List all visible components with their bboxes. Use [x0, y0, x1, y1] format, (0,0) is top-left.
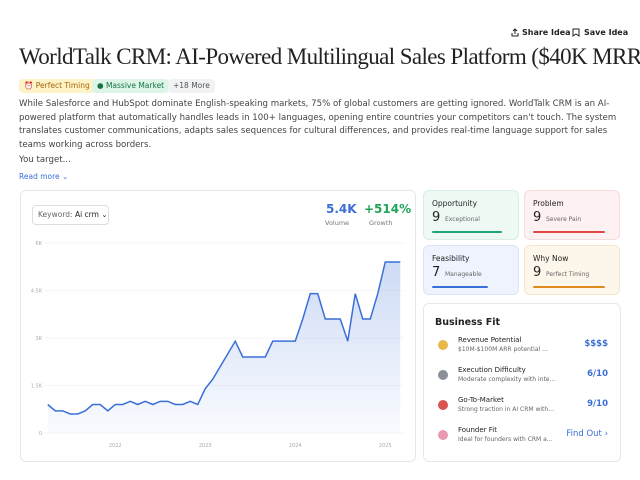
title: WorldTalk CRM: AI-Powered Multilingual S…: [19, 44, 640, 69]
score-bar: [533, 286, 605, 288]
score: 7: [432, 265, 441, 280]
tag[interactable]: ● Massive Market: [92, 79, 170, 93]
fit-row: Execution Difficulty Moderate complexity …: [424, 365, 620, 393]
volume-label: Volume: [325, 219, 350, 227]
share-icon: [511, 28, 519, 37]
line: [47, 261, 401, 415]
business-fit-title: Business Fit: [435, 317, 501, 328]
tag-text: Perfect Timing: [35, 81, 90, 90]
tag[interactable]: +18 More: [168, 79, 215, 93]
fit-row: Revenue Potential $10M-$100M ARR potentia…: [424, 335, 620, 363]
x-tick-label: 2025: [379, 443, 392, 449]
save-icon: [572, 28, 580, 37]
y-tick-label: 4.5K: [31, 289, 43, 295]
score: 9: [533, 265, 542, 280]
keyword-label: Keyword:: [38, 210, 73, 219]
fit-title: Revenue Potential: [458, 336, 522, 344]
fit-value: $$$$: [584, 339, 608, 349]
growth-label: Growth: [369, 219, 393, 227]
score-note: Manageable: [445, 271, 482, 278]
score-label: Opportunity: [432, 199, 478, 208]
growth: +514%: [364, 202, 412, 216]
trend-chart: 0 1.5K 3K 4.5K 6K 2022 2023 2024 2025: [31, 241, 404, 449]
x-tick-label: 2023: [199, 443, 212, 449]
description: While Salesforce and HubSpot dominate En…: [19, 99, 617, 150]
score-bar: [533, 231, 605, 233]
x-tick-label: 2024: [289, 443, 302, 449]
fit-row: Go-To-Market Strong traction in AI CRM wi…: [424, 395, 620, 423]
read-more-text: Read more: [19, 172, 60, 181]
score-bar: [432, 231, 502, 233]
score-card: Opportunity 9 Exceptional: [423, 190, 519, 240]
keyword: Ai crm: [74, 210, 99, 219]
icon: [438, 400, 448, 410]
score-bar: [432, 286, 488, 288]
y-tick-label: 3K: [36, 336, 43, 342]
score: 9: [432, 210, 441, 225]
fit-value: 9/10: [587, 399, 608, 409]
score-note: Perfect Timing: [546, 271, 590, 278]
icon: [438, 370, 448, 380]
score-card: Feasibility 7 Manageable: [423, 245, 519, 295]
score-note: Severe Pain: [546, 216, 582, 223]
fit-value: 6/10: [587, 369, 608, 379]
y-tick-label: 1.5K: [31, 384, 43, 390]
business-fit-card: Business Fit Revenue Potential $10M-$100M…: [423, 303, 621, 462]
y-tick-label: 0: [39, 431, 42, 437]
keyword-select[interactable]: Keyword: Ai crm ⌄: [32, 205, 109, 225]
y-tick-label: 6K: [36, 241, 43, 247]
teaser: You target...: [19, 155, 71, 165]
fit-desc: Ideal for founders with CRM a...: [458, 436, 553, 443]
fit-desc: Moderate complexity with inte...: [458, 376, 556, 383]
fit-title: Go-To-Market: [458, 396, 504, 404]
icon: [438, 340, 448, 350]
fit-value: Find Out: [566, 429, 602, 439]
save-button[interactable]: Save Idea: [584, 28, 629, 37]
score-label: Feasibility: [432, 254, 470, 263]
score: 9: [533, 210, 542, 225]
score-label: Problem: [533, 199, 564, 208]
fit-desc: Strong traction in AI CRM with...: [458, 406, 554, 413]
tag-text: Massive Market: [105, 81, 165, 90]
fit-link[interactable]: Find Out ›: [566, 429, 608, 439]
score-card: Why Now 9 Perfect Timing: [524, 245, 620, 295]
icon: [438, 430, 448, 440]
area: [47, 262, 401, 433]
x-tick-label: 2022: [109, 443, 122, 449]
fit-desc: $10M-$100M ARR potential ...: [458, 346, 548, 353]
score-label: Why Now: [533, 254, 569, 263]
fit-row: Founder Fit Ideal for founders with CRM a…: [424, 425, 620, 453]
share-button[interactable]: Share Idea: [522, 28, 571, 37]
score-card: Problem 9 Severe Pain: [524, 190, 620, 240]
fit-title: Founder Fit: [458, 426, 497, 434]
tag[interactable]: ⏰ Perfect Timing: [19, 79, 95, 93]
read-more[interactable]: Read more ⌄: [19, 172, 69, 181]
volume: 5.4K: [326, 202, 357, 216]
fit-title: Execution Difficulty: [458, 366, 526, 374]
score-note: Exceptional: [445, 216, 480, 223]
